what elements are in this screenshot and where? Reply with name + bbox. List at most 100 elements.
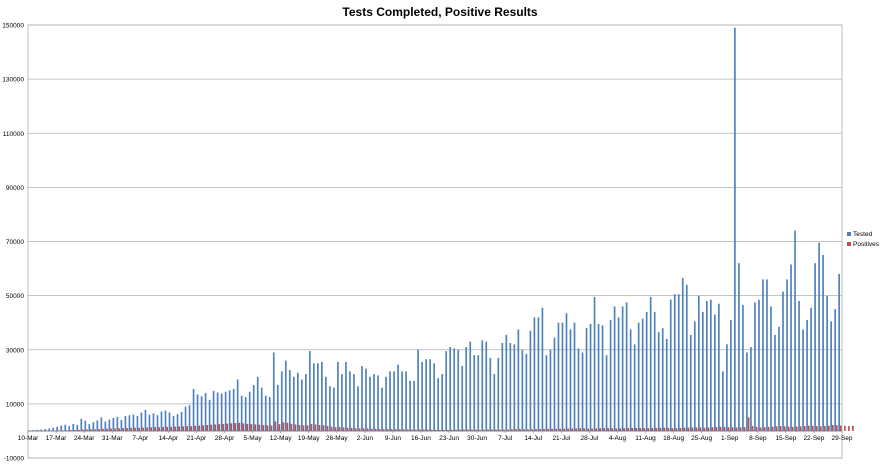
bar-positives (723, 427, 726, 431)
bar-tested (469, 341, 472, 431)
x-tick-label: 10-Mar (18, 435, 39, 442)
y-tick-label: 110000 (3, 131, 25, 138)
bar-tested (317, 363, 319, 431)
bar-tested (629, 329, 632, 431)
bar-positives (246, 423, 249, 431)
y-tick-label: 30000 (6, 347, 24, 354)
bar-tested (401, 371, 403, 431)
bar-tested (292, 376, 295, 431)
bar-tested (754, 302, 756, 431)
bar-positives (234, 423, 237, 431)
bar-positives (226, 423, 229, 431)
bar-positives (707, 427, 710, 431)
bar-tested (569, 329, 572, 431)
bar-positives (639, 428, 642, 431)
bar-tested (517, 329, 520, 431)
bar-tested (385, 376, 387, 431)
bar-positives (591, 428, 594, 431)
bar-positives (852, 425, 854, 431)
bar-positives (250, 424, 253, 431)
x-tick-label: 12-May (270, 435, 292, 442)
bar-tested (32, 430, 35, 431)
bar-positives (791, 426, 794, 431)
bar-tested (72, 423, 75, 431)
bar-positives (338, 426, 341, 431)
bar-tested (714, 314, 716, 431)
bar-tested (124, 416, 127, 431)
bar-tested (68, 426, 71, 431)
bar-tested (433, 363, 435, 431)
x-tick-label: 5-May (244, 435, 263, 442)
bar-tested (790, 264, 792, 431)
x-tick-label: 19-May (298, 435, 320, 442)
bar-tested (52, 427, 55, 431)
bar-positives (310, 423, 313, 431)
bar-positives (459, 429, 461, 431)
bar-tested (489, 357, 492, 431)
bar-positives (110, 428, 112, 431)
bar-positives (286, 422, 289, 431)
bar-tested (673, 294, 676, 431)
bar-tested (389, 371, 391, 431)
bar-positives (687, 427, 690, 431)
bar-positives (410, 429, 413, 431)
bar-tested (742, 305, 744, 431)
bar-positives (302, 425, 305, 431)
x-tick-label: 29-Sep (832, 435, 853, 442)
bar-tested (196, 394, 199, 431)
bar-positives (138, 427, 140, 431)
bar-positives (170, 426, 173, 431)
bar-positives (823, 426, 826, 431)
bar-positives (643, 428, 646, 431)
bar-positives (206, 424, 209, 431)
bar-tested (224, 391, 227, 431)
bar-tested (730, 319, 732, 431)
bar-positives (523, 429, 525, 431)
bar-positives (242, 423, 245, 431)
bar-positives (547, 428, 549, 431)
bar-tested (641, 318, 644, 431)
bar-positives (479, 429, 481, 431)
bar-tested (637, 322, 640, 431)
x-tick-label: 26-May (326, 435, 348, 442)
bar-positives (74, 429, 76, 431)
bar-tested (361, 365, 363, 431)
bar-tested (381, 387, 383, 431)
bar-positives (675, 428, 678, 431)
bar-tested (738, 263, 740, 431)
bar-tested (345, 361, 347, 431)
bar-positives (106, 428, 108, 431)
x-tick-label: 24-Mar (74, 435, 95, 442)
bar-positives (230, 423, 233, 431)
legend-label-tested: Tested (853, 231, 873, 238)
bar-positives (763, 427, 766, 431)
bar-positives (254, 424, 257, 431)
bar-positives (563, 428, 565, 431)
bar-positives (519, 429, 521, 431)
bar-tested (417, 349, 419, 431)
bar-positives (162, 427, 165, 431)
bar-tested (513, 344, 516, 431)
bar-tested (810, 307, 812, 431)
bar-tested (28, 430, 30, 431)
bar-positives (451, 429, 453, 431)
bar-tested (132, 414, 135, 431)
bar-tested (84, 420, 87, 431)
bar-tested (88, 424, 91, 431)
bar-tested (144, 409, 147, 431)
bar-positives (667, 427, 670, 431)
x-tick-label: 28-Jul (581, 435, 599, 442)
bar-positives (214, 424, 217, 431)
bar-tested (112, 417, 115, 431)
bar-positives (559, 428, 561, 431)
y-tick-label: 90000 (6, 185, 24, 192)
bar-positives (691, 427, 694, 431)
bar-tested (746, 352, 748, 431)
x-tick-label: 2-Jun (357, 435, 374, 442)
bar-tested (421, 361, 423, 431)
bar-positives (202, 425, 205, 431)
bar-positives (535, 429, 537, 431)
bar-positives (615, 428, 618, 431)
x-tick-label: 7-Apr (132, 435, 149, 442)
bar-positives (795, 426, 798, 431)
